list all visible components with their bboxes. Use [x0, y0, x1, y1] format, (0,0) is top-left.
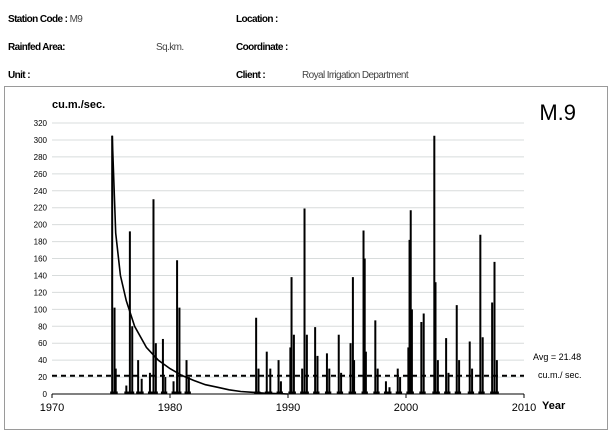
y-tick-label: 320 [34, 119, 48, 128]
x-axis-label: Year [542, 400, 566, 412]
x-tick-label: 2010 [512, 402, 536, 414]
y-tick-label: 80 [38, 322, 47, 331]
client-value: Royal Irrigation Department [302, 70, 409, 81]
y-tick-label: 200 [34, 221, 48, 230]
station-code-label: Station Code : [8, 14, 68, 25]
y-tick-label: 100 [34, 305, 48, 314]
average-label: Avg = 21.48 [533, 352, 581, 362]
y-tick-label: 40 [38, 356, 47, 365]
discharge-bars [110, 135, 499, 395]
y-tick-label: 120 [34, 288, 48, 297]
station-label: M.9 [539, 100, 576, 125]
y-tick-label: 220 [34, 204, 48, 213]
rainfed-area-label: Rainfed Area: [8, 42, 65, 53]
y-tick-label: 260 [34, 170, 48, 179]
y-tick-label: 0 [43, 390, 48, 399]
y-tick-label: 20 [38, 373, 47, 382]
average-line-group: Avg = 21.48 cu.m./ sec. [52, 352, 582, 380]
decay-curve-line [111, 135, 289, 395]
unit-label: Unit : [8, 70, 31, 81]
x-tick-label: 1970 [40, 402, 64, 414]
client-label: Client : [236, 70, 266, 81]
x-tick-label: 1990 [276, 402, 300, 414]
y-tick-label: 60 [38, 339, 47, 348]
location-label: Location : [236, 14, 278, 25]
y-tick-label: 160 [34, 255, 48, 264]
y-axis-label: cu.m./sec. [52, 99, 105, 111]
x-tick-label: 2000 [394, 402, 418, 414]
rainfed-area-unit: Sq.km. [156, 42, 184, 53]
y-tick-label: 300 [34, 136, 48, 145]
average-unit-label: cu.m./ sec. [538, 370, 582, 380]
y-tick-label: 240 [34, 187, 48, 196]
axis-ticks: 0 20 40 60 80 100 120 140 160 180 200 220 240 260 280 3… [34, 119, 537, 414]
coordinate-label: Coordinate : [236, 42, 288, 53]
y-tick-label: 180 [34, 238, 48, 247]
y-tick-label: 140 [34, 271, 48, 280]
grid-lines [52, 122, 524, 378]
station-code-value: M9 [69, 14, 83, 25]
y-tick-label: 280 [34, 153, 48, 162]
discharge-curve [111, 135, 289, 395]
x-tick-label: 1980 [158, 402, 182, 414]
